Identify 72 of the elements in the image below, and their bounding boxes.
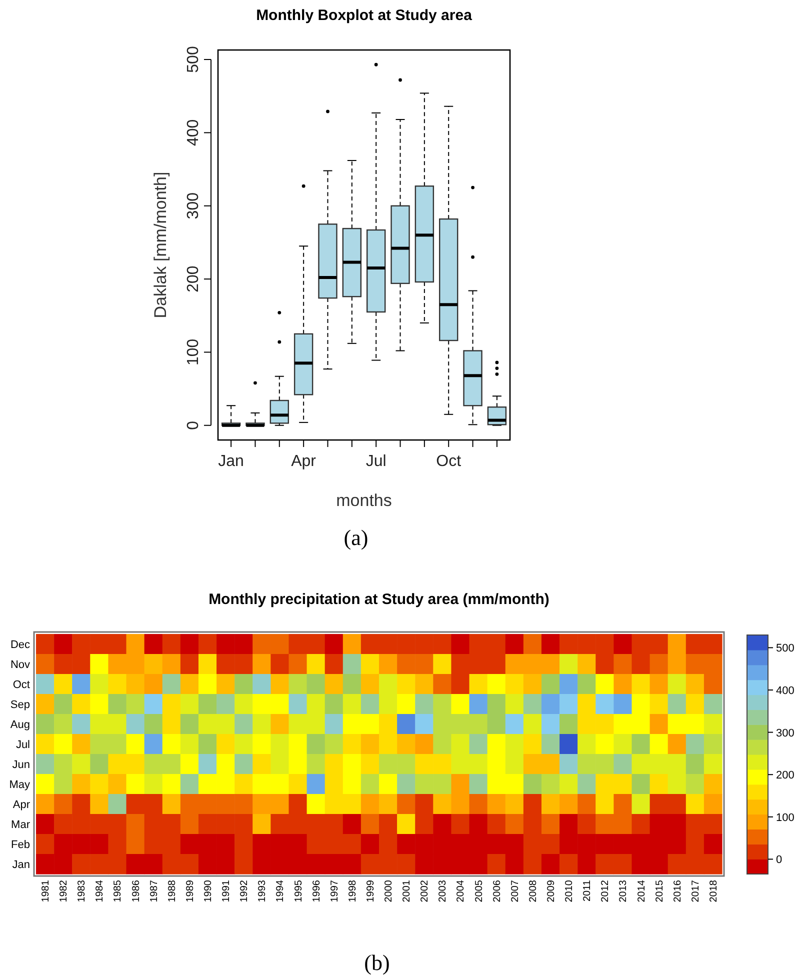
text: (b) <box>364 950 390 975</box>
color-bar-label: 500 <box>776 642 794 655</box>
y-tick-label: 400 <box>185 119 202 146</box>
x-tick-label: Oct <box>436 453 462 470</box>
x-tick-label: 1982 <box>58 880 70 902</box>
y-tick-label: May <box>9 779 30 791</box>
x-tick-label: Apr <box>291 453 317 470</box>
x-tick-label: 1989 <box>184 880 196 902</box>
y-tick-label: Apr <box>12 799 30 811</box>
y-tick-label: Jun <box>12 759 30 771</box>
x-tick-label: 1999 <box>365 880 376 902</box>
x-tick-label: 2002 <box>420 880 431 902</box>
color-bar-label: 300 <box>776 727 794 740</box>
y-tick-label: 200 <box>185 266 202 292</box>
x-tick-label: 1988 <box>166 880 178 902</box>
color-bar-label: 400 <box>776 684 794 697</box>
y-tick-label: Jul <box>16 739 30 751</box>
x-tick-label: 1996 <box>311 880 322 902</box>
x-tick-label: 2010 <box>564 880 576 902</box>
y-tick-label: Mar <box>11 819 30 831</box>
y-tick-label: 0 <box>185 420 202 430</box>
x-tick-label: 2011 <box>582 880 594 902</box>
x-tick-label: 1992 <box>239 880 250 902</box>
x-tick-label: 2003 <box>438 880 449 902</box>
x-tick-label: 2016 <box>672 880 684 902</box>
y-tick-label: Feb <box>11 839 30 851</box>
x-tick-label: Jul <box>366 453 386 470</box>
x-tick-label: 1991 <box>221 880 232 902</box>
x-tick-label: 2005 <box>474 880 485 902</box>
y-tick-label: 500 <box>185 46 202 73</box>
x-tick-label: 2007 <box>510 880 521 902</box>
x-tick-label: 2018 <box>708 880 720 902</box>
x-tick-label: 1984 <box>94 880 106 902</box>
x-tick-label: 2015 <box>654 880 666 902</box>
x-tick-label: 1993 <box>257 880 268 902</box>
x-tick-label: 1990 <box>203 880 214 902</box>
x-tick-label: 1995 <box>293 880 304 902</box>
y-tick-label: 100 <box>185 338 202 366</box>
x-tick-label: Jan <box>218 453 244 470</box>
x-tick-label: 2001 <box>402 880 413 902</box>
x-tick-label: 1998 <box>347 880 358 902</box>
x-tick-label: 2013 <box>618 880 630 902</box>
x-tick-label: 2006 <box>492 880 503 902</box>
x-tick-label: 1981 <box>40 880 52 902</box>
x-tick-label: 2017 <box>690 880 702 902</box>
y-axis-title: Daklak [mm/month] <box>151 172 170 318</box>
chart-title: Monthly precipitation at Study area (mm/month) <box>208 591 550 608</box>
x-tick-label: 1994 <box>275 880 286 902</box>
x-axis-title: months <box>336 491 392 510</box>
y-tick-label: Dec <box>10 639 30 651</box>
x-tick-label: 2014 <box>636 880 648 902</box>
color-bar-label: 0 <box>776 854 782 866</box>
x-tick-label: 2004 <box>456 880 467 902</box>
y-tick-label: Sep <box>10 699 30 711</box>
chart-title: Monthly Boxplot at Study area <box>256 7 473 24</box>
y-tick-label: 300 <box>185 192 202 220</box>
y-tick-label: Jan <box>12 859 30 871</box>
text: (a) <box>344 525 368 550</box>
x-tick-label: 1985 <box>112 880 124 902</box>
y-tick-label: Aug <box>10 719 30 731</box>
x-tick-label: 1986 <box>130 880 142 902</box>
x-tick-label: 2012 <box>600 880 612 902</box>
x-tick-label: 1997 <box>329 880 340 902</box>
x-tick-label: 2009 <box>546 880 557 902</box>
color-bar-label: 200 <box>776 770 794 782</box>
x-tick-label: 1987 <box>148 880 160 902</box>
x-tick-label: 2008 <box>528 880 539 902</box>
y-tick-label: Oct <box>12 679 30 691</box>
x-tick-label: 1983 <box>76 880 88 902</box>
y-tick-label: Nov <box>10 659 30 671</box>
x-tick-label: 2000 <box>384 880 395 902</box>
color-bar-label: 100 <box>776 812 794 824</box>
